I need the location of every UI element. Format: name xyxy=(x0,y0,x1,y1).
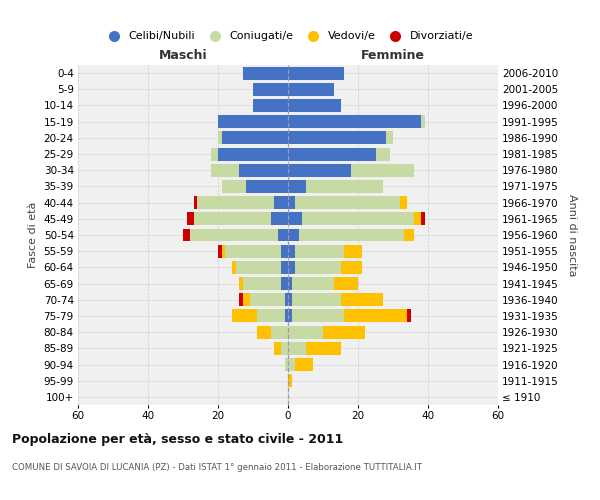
Bar xyxy=(288,132,386,144)
Bar xyxy=(323,326,365,338)
Bar xyxy=(376,148,389,160)
Bar xyxy=(288,115,421,128)
Bar xyxy=(305,180,383,193)
Bar xyxy=(288,294,292,306)
Bar xyxy=(211,148,218,160)
Bar xyxy=(281,342,288,355)
Bar xyxy=(232,261,235,274)
Text: Femmine: Femmine xyxy=(361,49,425,62)
Bar xyxy=(288,326,323,338)
Bar xyxy=(288,244,295,258)
Bar xyxy=(218,148,288,160)
Bar xyxy=(334,277,358,290)
Bar xyxy=(277,228,288,241)
Bar xyxy=(288,66,344,80)
Bar xyxy=(295,261,341,274)
Bar xyxy=(344,244,361,258)
Bar xyxy=(281,244,288,258)
Bar xyxy=(218,115,288,128)
Bar xyxy=(197,196,274,209)
Bar xyxy=(281,261,288,274)
Bar xyxy=(193,212,271,226)
Bar xyxy=(292,277,334,290)
Bar xyxy=(284,294,288,306)
Bar xyxy=(225,244,281,258)
Bar xyxy=(288,212,302,226)
Bar xyxy=(288,358,295,371)
Bar xyxy=(421,212,425,226)
Bar xyxy=(218,132,221,144)
Bar xyxy=(341,261,361,274)
Bar xyxy=(295,196,400,209)
Y-axis label: Anni di nascita: Anni di nascita xyxy=(567,194,577,276)
Y-axis label: Fasce di età: Fasce di età xyxy=(28,202,38,268)
Text: Maschi: Maschi xyxy=(158,49,208,62)
Bar xyxy=(183,228,190,241)
Bar xyxy=(246,180,288,193)
Bar xyxy=(190,228,277,241)
Bar xyxy=(211,164,239,176)
Bar xyxy=(235,261,281,274)
Bar xyxy=(341,294,383,306)
Bar xyxy=(271,326,288,338)
Bar xyxy=(288,164,351,176)
Bar xyxy=(239,277,242,290)
Bar xyxy=(288,180,305,193)
Bar xyxy=(288,261,295,274)
Bar xyxy=(288,148,376,160)
Bar xyxy=(274,196,288,209)
Bar xyxy=(288,83,334,96)
Bar xyxy=(288,277,292,290)
Bar xyxy=(281,277,288,290)
Bar xyxy=(239,294,242,306)
Bar xyxy=(288,374,292,387)
Bar xyxy=(295,244,344,258)
Bar xyxy=(242,66,288,80)
Bar xyxy=(218,244,221,258)
Bar xyxy=(288,342,305,355)
Bar xyxy=(344,310,407,322)
Bar xyxy=(221,244,225,258)
Bar xyxy=(351,164,414,176)
Bar xyxy=(187,212,193,226)
Bar xyxy=(407,310,410,322)
Bar xyxy=(421,115,425,128)
Bar xyxy=(284,358,288,371)
Legend: Celibi/Nubili, Coniugati/e, Vedovi/e, Divorziati/e: Celibi/Nubili, Coniugati/e, Vedovi/e, Di… xyxy=(103,32,473,42)
Bar xyxy=(404,228,414,241)
Bar xyxy=(257,310,284,322)
Bar xyxy=(288,310,292,322)
Bar xyxy=(257,326,271,338)
Bar xyxy=(400,196,407,209)
Bar xyxy=(292,310,344,322)
Bar xyxy=(250,294,284,306)
Bar xyxy=(288,196,295,209)
Bar xyxy=(305,342,341,355)
Bar xyxy=(302,212,414,226)
Bar xyxy=(288,99,341,112)
Bar xyxy=(221,132,288,144)
Bar xyxy=(295,358,313,371)
Bar xyxy=(232,310,257,322)
Bar xyxy=(299,228,404,241)
Bar xyxy=(414,212,421,226)
Bar xyxy=(292,294,341,306)
Bar xyxy=(253,99,288,112)
Bar xyxy=(274,342,281,355)
Bar xyxy=(386,132,393,144)
Text: COMUNE DI SAVOIA DI LUCANIA (PZ) - Dati ISTAT 1° gennaio 2011 - Elaborazione TUT: COMUNE DI SAVOIA DI LUCANIA (PZ) - Dati … xyxy=(12,462,422,471)
Bar xyxy=(288,228,299,241)
Bar xyxy=(239,164,288,176)
Bar xyxy=(253,83,288,96)
Bar xyxy=(271,212,288,226)
Bar xyxy=(242,294,250,306)
Text: Popolazione per età, sesso e stato civile - 2011: Popolazione per età, sesso e stato civil… xyxy=(12,432,343,446)
Bar xyxy=(193,196,197,209)
Bar xyxy=(221,180,246,193)
Bar xyxy=(242,277,281,290)
Bar xyxy=(284,310,288,322)
